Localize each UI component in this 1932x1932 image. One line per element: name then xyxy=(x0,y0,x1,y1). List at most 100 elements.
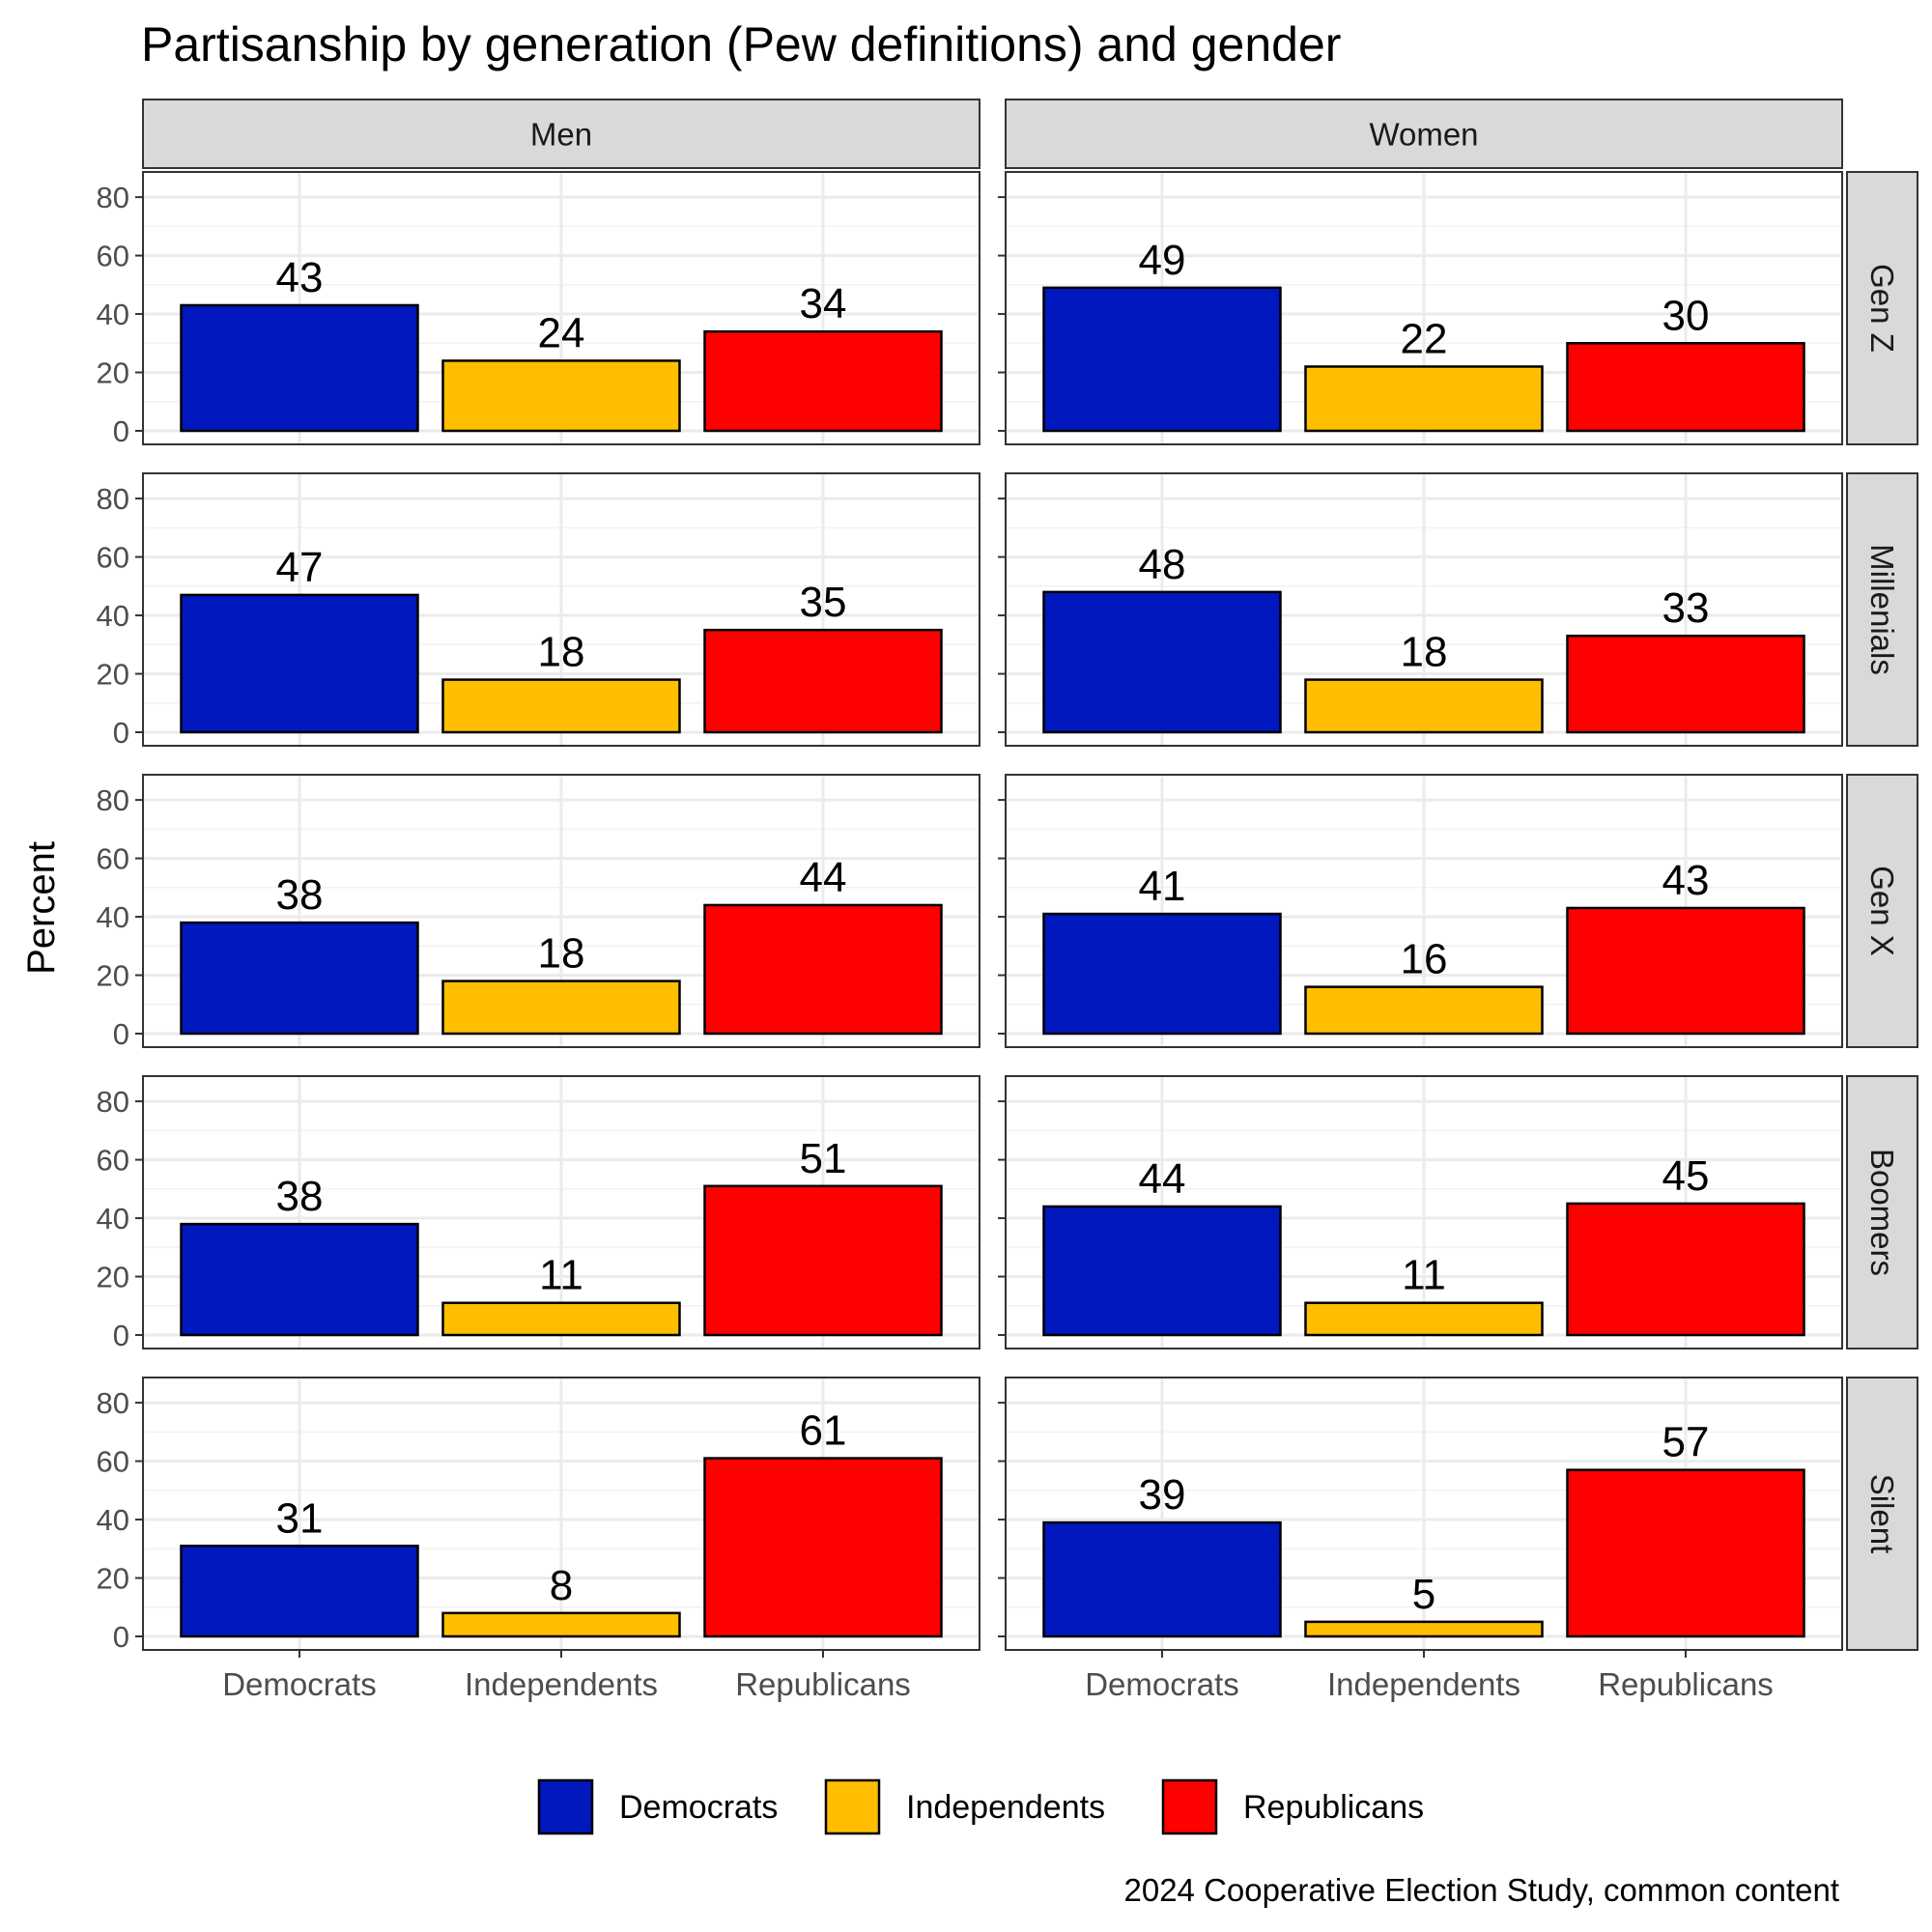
panel-millenials-men: 47 18 35 0 20 40 60 80 xyxy=(97,472,980,750)
bar-republicans xyxy=(703,903,943,1036)
legend-item-democrats: Democrats xyxy=(537,1778,778,1835)
bar-value-label: 22 xyxy=(1401,315,1448,362)
bar-value-label: 44 xyxy=(1139,1155,1186,1203)
panel-gen-x-women: 41 16 43 xyxy=(998,774,1843,1048)
bar-independents xyxy=(1304,1620,1544,1638)
y-tick-label: 20 xyxy=(97,1261,129,1294)
legend: Democrats Independents Republicans xyxy=(537,1778,1424,1835)
bar-value-label: 16 xyxy=(1401,936,1448,983)
bar-independents xyxy=(441,678,681,734)
x-tick-label: Republicans xyxy=(735,1666,911,1702)
bar-value-label: 11 xyxy=(1402,1252,1446,1299)
bar-independents xyxy=(441,1301,681,1337)
bar-republicans xyxy=(703,628,943,734)
caption: 2024 Cooperative Election Study, common … xyxy=(1124,1872,1840,1908)
bar-republicans xyxy=(703,1457,943,1638)
x-tick-label: Democrats xyxy=(222,1666,377,1702)
bar-value-label: 11 xyxy=(539,1252,583,1299)
strip-gen-z: Gen Z xyxy=(1846,171,1918,445)
legend-label: Independents xyxy=(906,1789,1105,1826)
x-tick-label: Independents xyxy=(1327,1666,1520,1702)
strip-label: Men xyxy=(530,117,592,153)
bar-democrats xyxy=(180,921,419,1036)
legend-item-independents: Independents xyxy=(824,1778,1105,1835)
panel-border xyxy=(142,472,980,747)
y-tick-label: 80 xyxy=(97,1386,129,1420)
y-tick-label: 40 xyxy=(97,599,129,633)
bar-democrats xyxy=(180,1545,419,1638)
bar-independents xyxy=(441,980,681,1036)
strip-background xyxy=(1005,99,1843,169)
bar-republicans xyxy=(1566,634,1805,734)
y-tick-label: 60 xyxy=(97,1445,129,1479)
bar-independents xyxy=(1304,1301,1544,1337)
bar-value-label: 30 xyxy=(1662,292,1710,339)
y-tick-label: 60 xyxy=(97,842,129,876)
bar-value-label: 5 xyxy=(1412,1571,1435,1618)
strip-background xyxy=(142,99,980,169)
y-tick-label: 80 xyxy=(97,482,129,516)
bar-republicans xyxy=(703,329,943,433)
panel-silent-women: 39 5 57 Democrats Independents Republicans xyxy=(998,1377,1843,1702)
strip-boomers: Boomers xyxy=(1846,1075,1918,1350)
strip-label: Millenials xyxy=(1864,544,1900,675)
y-tick-label: 20 xyxy=(97,658,129,692)
bar-independents xyxy=(1304,365,1544,433)
y-tick-label: 40 xyxy=(97,298,129,331)
bar-value-label: 43 xyxy=(276,254,324,301)
y-tick-label: 60 xyxy=(97,541,129,575)
bar-republicans xyxy=(703,1184,943,1337)
bar-value-label: 47 xyxy=(276,544,324,591)
bar-value-label: 35 xyxy=(800,579,847,626)
y-tick-label: 80 xyxy=(97,181,129,214)
bar-republicans xyxy=(1566,1202,1805,1337)
strip-background xyxy=(1846,1075,1918,1350)
strip-label: Boomers xyxy=(1864,1149,1900,1276)
x-tick-label: Democrats xyxy=(1085,1666,1239,1702)
panels-group: Men Women Gen Z Millenials Gen X Boomers Silen… xyxy=(97,99,1918,1702)
panel-millenials-women: 48 18 33 xyxy=(998,472,1843,747)
bar-democrats xyxy=(1042,1205,1282,1337)
y-tick-label: 60 xyxy=(97,240,129,273)
bar-value-label: 38 xyxy=(276,1173,324,1220)
strip-gen-x: Gen X xyxy=(1846,774,1918,1048)
bar-democrats xyxy=(1042,1520,1282,1638)
panel-border xyxy=(142,171,980,445)
y-tick-label: 80 xyxy=(97,1085,129,1119)
bar-value-label: 41 xyxy=(1139,863,1186,910)
strip-background xyxy=(1846,774,1918,1048)
y-tick-label: 40 xyxy=(97,1503,129,1537)
strip-label: Gen Z xyxy=(1864,264,1900,353)
strip-men: Men xyxy=(142,99,980,169)
y-tick-label: 40 xyxy=(97,900,129,934)
legend-item-republicans: Republicans xyxy=(1161,1778,1424,1835)
y-tick-label: 0 xyxy=(113,1620,129,1654)
bar-value-label: 18 xyxy=(1401,629,1448,676)
y-tick-label: 40 xyxy=(97,1202,129,1236)
panel-border xyxy=(1005,1075,1843,1350)
bar-republicans xyxy=(1566,342,1805,433)
y-axis-label: Percent xyxy=(20,841,63,975)
bar-value-label: 33 xyxy=(1662,584,1710,632)
panel-boomers-men: 38 11 51 0 20 40 60 80 xyxy=(97,1075,980,1352)
bar-value-label: 38 xyxy=(276,871,324,919)
strip-background xyxy=(1846,171,1918,445)
bar-value-label: 43 xyxy=(1662,857,1710,904)
y-tick-label: 20 xyxy=(97,1562,129,1596)
strip-label: Gen X xyxy=(1864,866,1900,956)
bar-democrats xyxy=(180,593,419,734)
bar-value-label: 51 xyxy=(800,1135,847,1182)
y-tick-label: 80 xyxy=(97,783,129,817)
bar-independents xyxy=(441,1611,681,1638)
y-tick-label: 0 xyxy=(113,1017,129,1051)
bar-value-label: 44 xyxy=(800,854,847,901)
chart-title: Partisanship by generation (Pew definiti… xyxy=(141,17,1341,71)
bar-independents xyxy=(1304,985,1544,1036)
legend-label: Republicans xyxy=(1243,1789,1424,1826)
legend-key xyxy=(824,1778,881,1835)
bar-value-label: 24 xyxy=(538,309,585,356)
bar-independents xyxy=(441,359,681,433)
bar-value-label: 57 xyxy=(1662,1419,1710,1466)
panel-border xyxy=(142,774,980,1048)
